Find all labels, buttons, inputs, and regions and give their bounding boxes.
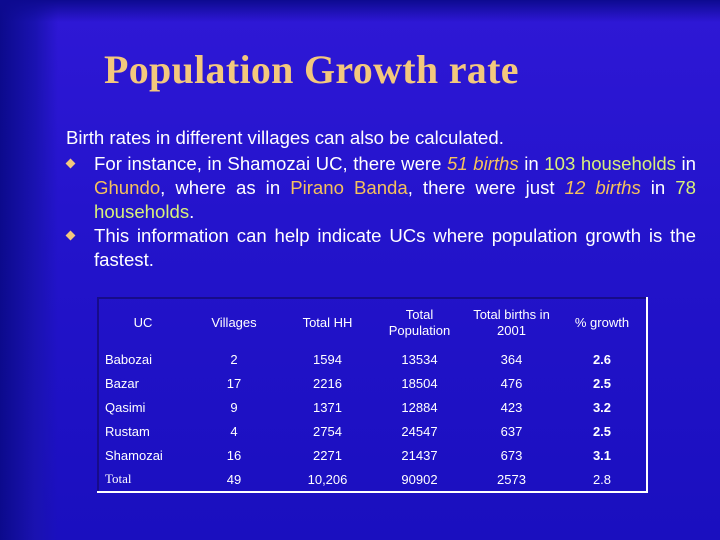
cell-uc: Bazar bbox=[105, 375, 139, 391]
cell-uc: Shamozai bbox=[105, 447, 163, 463]
top-band-decoration bbox=[0, 0, 720, 22]
column-header-total-population: Total Population bbox=[388, 307, 451, 338]
cell-villages: 17 bbox=[226, 375, 242, 391]
table-row: Rustam 4 2754 24547 637 2.5 bbox=[98, 419, 647, 443]
cell-population: 21437 bbox=[401, 447, 438, 463]
cell-villages: 9 bbox=[230, 399, 238, 415]
cell-births: 476 bbox=[500, 375, 523, 391]
table-total-row: Total 49 10,206 90902 2573 2.8 bbox=[98, 467, 647, 492]
bullet-item-2: This information can help indicate UCs w… bbox=[65, 224, 696, 272]
column-header-total-births: Total births in 2001 bbox=[473, 307, 550, 338]
cell-total-villages: 49 bbox=[226, 471, 242, 487]
column-header-growth: % growth bbox=[574, 315, 630, 330]
cell-births: 423 bbox=[500, 399, 523, 415]
cell-population: 12884 bbox=[401, 399, 438, 415]
table-row: Qasimi 9 1371 12884 423 3.2 bbox=[98, 395, 647, 419]
cell-births: 364 bbox=[500, 351, 523, 367]
cell-growth: 2.5 bbox=[592, 375, 612, 391]
cell-total-hh: 2216 bbox=[313, 375, 342, 391]
households-highlight: 78 households bbox=[94, 177, 696, 222]
bullet-text-part: in bbox=[675, 153, 697, 174]
births-highlight: 12 births bbox=[564, 177, 641, 198]
slide-title: Population Growth rate bbox=[104, 47, 519, 92]
cell-villages: 2 bbox=[230, 351, 238, 367]
bullet-text-part: , where as in bbox=[160, 177, 291, 198]
cell-total-hh: 1371 bbox=[313, 399, 342, 415]
cell-total-births: 2573 bbox=[497, 471, 526, 487]
diamond-bullet-icon bbox=[65, 158, 76, 169]
column-header-total-hh: Total HH bbox=[302, 315, 353, 330]
bullet-text-part: in bbox=[518, 153, 545, 174]
cell-uc: Rustam bbox=[105, 423, 150, 439]
cell-growth: 3.2 bbox=[592, 399, 612, 415]
place-highlight: Ghundo bbox=[94, 177, 161, 198]
cell-total-population: 90902 bbox=[401, 471, 438, 487]
cell-births: 637 bbox=[500, 423, 523, 439]
table-row: Shamozai 16 2271 21437 673 3.1 bbox=[98, 443, 647, 467]
bullet-text-part: For instance, in Shamozai UC, there were bbox=[94, 153, 447, 174]
births-highlight: 51 births bbox=[447, 153, 519, 174]
cell-uc: Qasimi bbox=[105, 399, 146, 415]
bullet-text-part: , there were just bbox=[407, 177, 565, 198]
table-header-row: UC Villages Total HH Total Population To… bbox=[98, 298, 647, 347]
bullet-text-part: . bbox=[189, 201, 195, 222]
cell-births: 673 bbox=[500, 447, 523, 463]
cell-population: 24547 bbox=[401, 423, 438, 439]
cell-uc: Babozai bbox=[105, 351, 152, 367]
bullet-text: This information can help indicate UCs w… bbox=[94, 225, 696, 270]
table-row: Bazar 17 2216 18504 476 2.5 bbox=[98, 371, 647, 395]
slide-body: Birth rates in different villages can al… bbox=[65, 126, 697, 272]
cell-villages: 4 bbox=[230, 423, 238, 439]
column-header-uc: UC bbox=[133, 315, 153, 330]
cell-total-label: Total bbox=[105, 471, 132, 486]
cell-total-hh: 2271 bbox=[313, 447, 342, 463]
bullet-item-1: For instance, in Shamozai UC, there were… bbox=[65, 152, 697, 224]
place-highlight: Pirano Banda bbox=[290, 177, 408, 198]
population-table: UC Villages Total HH Total Population To… bbox=[97, 297, 648, 493]
cell-population: 13534 bbox=[401, 351, 438, 367]
cell-growth: 2.5 bbox=[592, 423, 612, 439]
bullet-text-part: in bbox=[640, 177, 676, 198]
cell-total-hh: 1594 bbox=[313, 351, 342, 367]
diamond-bullet-icon bbox=[65, 230, 76, 241]
column-header-villages: Villages bbox=[211, 315, 257, 330]
households-highlight: 103 households bbox=[544, 153, 676, 174]
left-glow-decoration bbox=[0, 0, 58, 540]
cell-growth: 3.1 bbox=[592, 447, 612, 463]
cell-villages: 16 bbox=[226, 447, 242, 463]
cell-total-hh: 2754 bbox=[313, 423, 342, 439]
table-row: Babozai 2 1594 13534 364 2.6 bbox=[98, 347, 647, 371]
cell-population: 18504 bbox=[401, 375, 438, 391]
cell-total-growth: 2.8 bbox=[592, 471, 612, 487]
intro-text: Birth rates in different villages can al… bbox=[66, 127, 504, 148]
cell-total-hh: 10,206 bbox=[307, 471, 348, 487]
cell-growth: 2.6 bbox=[592, 351, 612, 367]
